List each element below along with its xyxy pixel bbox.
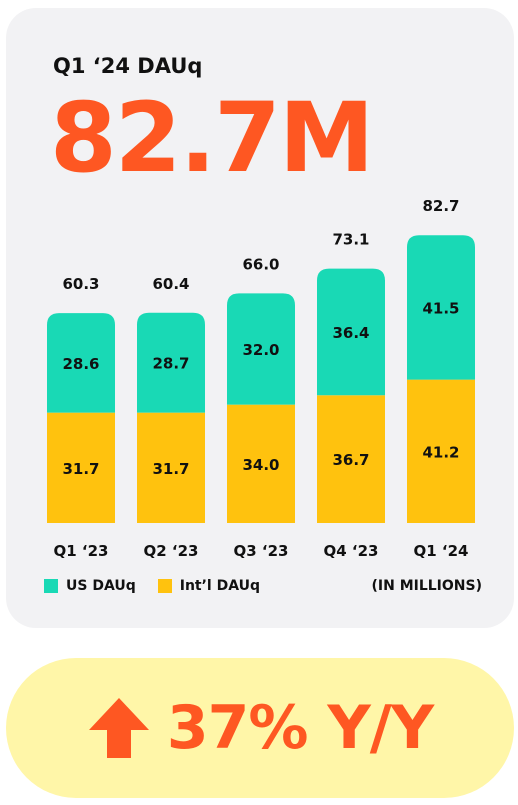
x-tick-label: Q2 ‘23	[144, 542, 199, 560]
data-label-intl: 41.2	[422, 443, 459, 461]
stacked-bar-chart: 31.7 28.6 60.3 Q1 ‘23 31.7 28.7 60.4 Q2 ‘23 34.0…	[47, 197, 475, 560]
bar-intl	[47, 412, 115, 523]
chart-legend: US DAUq Int’l DAUq (IN MILLIONS)	[44, 578, 482, 594]
bar-us	[47, 313, 115, 413]
data-label-us: 28.6	[62, 355, 99, 373]
data-label-total: 73.1	[332, 231, 369, 249]
arrow-up-icon	[88, 698, 149, 758]
growth-pill: 37% Y/Y	[6, 658, 514, 798]
x-tick-label: Q4 ‘23	[324, 542, 379, 560]
data-label-us: 32.0	[242, 341, 279, 359]
legend-label-intl: Int’l DAUq	[179, 578, 261, 594]
data-label-us: 36.4	[332, 324, 369, 342]
legend-item-us: US DAUq	[44, 578, 136, 594]
legend-swatch-us	[44, 579, 58, 593]
x-tick-label: Q1 ‘24	[414, 542, 469, 560]
data-label-total: 66.0	[242, 255, 279, 273]
bar-us	[137, 312, 205, 413]
bar-intl	[227, 404, 295, 523]
bar-us	[407, 235, 475, 380]
data-label-total: 60.4	[152, 275, 189, 293]
data-label-intl: 34.0	[242, 456, 279, 474]
units-note: (IN MILLIONS)	[371, 578, 483, 594]
bar-us	[227, 293, 295, 405]
data-label-intl: 36.7	[332, 451, 369, 469]
data-label-total: 60.3	[62, 275, 99, 293]
bar-intl	[137, 412, 205, 523]
bar-us	[317, 268, 385, 396]
data-label-intl: 31.7	[62, 460, 99, 478]
bar-intl	[317, 395, 385, 523]
x-tick-label: Q3 ‘23	[234, 542, 289, 560]
data-label-us: 41.5	[422, 299, 459, 317]
legend-swatch-intl	[157, 579, 172, 593]
legend-item-intl: Int’l DAUq	[157, 578, 261, 594]
bar-intl	[407, 379, 475, 523]
headline-value: 82.7M	[50, 82, 374, 194]
data-label-total: 82.7	[422, 197, 459, 215]
x-tick-label: Q1 ‘23	[54, 542, 109, 560]
growth-text: 37% Y/Y	[166, 693, 434, 763]
data-label-intl: 31.7	[152, 460, 189, 478]
data-label-us: 28.7	[152, 355, 189, 373]
chart-subtitle: Q1 ‘24 DAUq	[53, 54, 203, 78]
legend-label-us: US DAUq	[66, 578, 136, 594]
